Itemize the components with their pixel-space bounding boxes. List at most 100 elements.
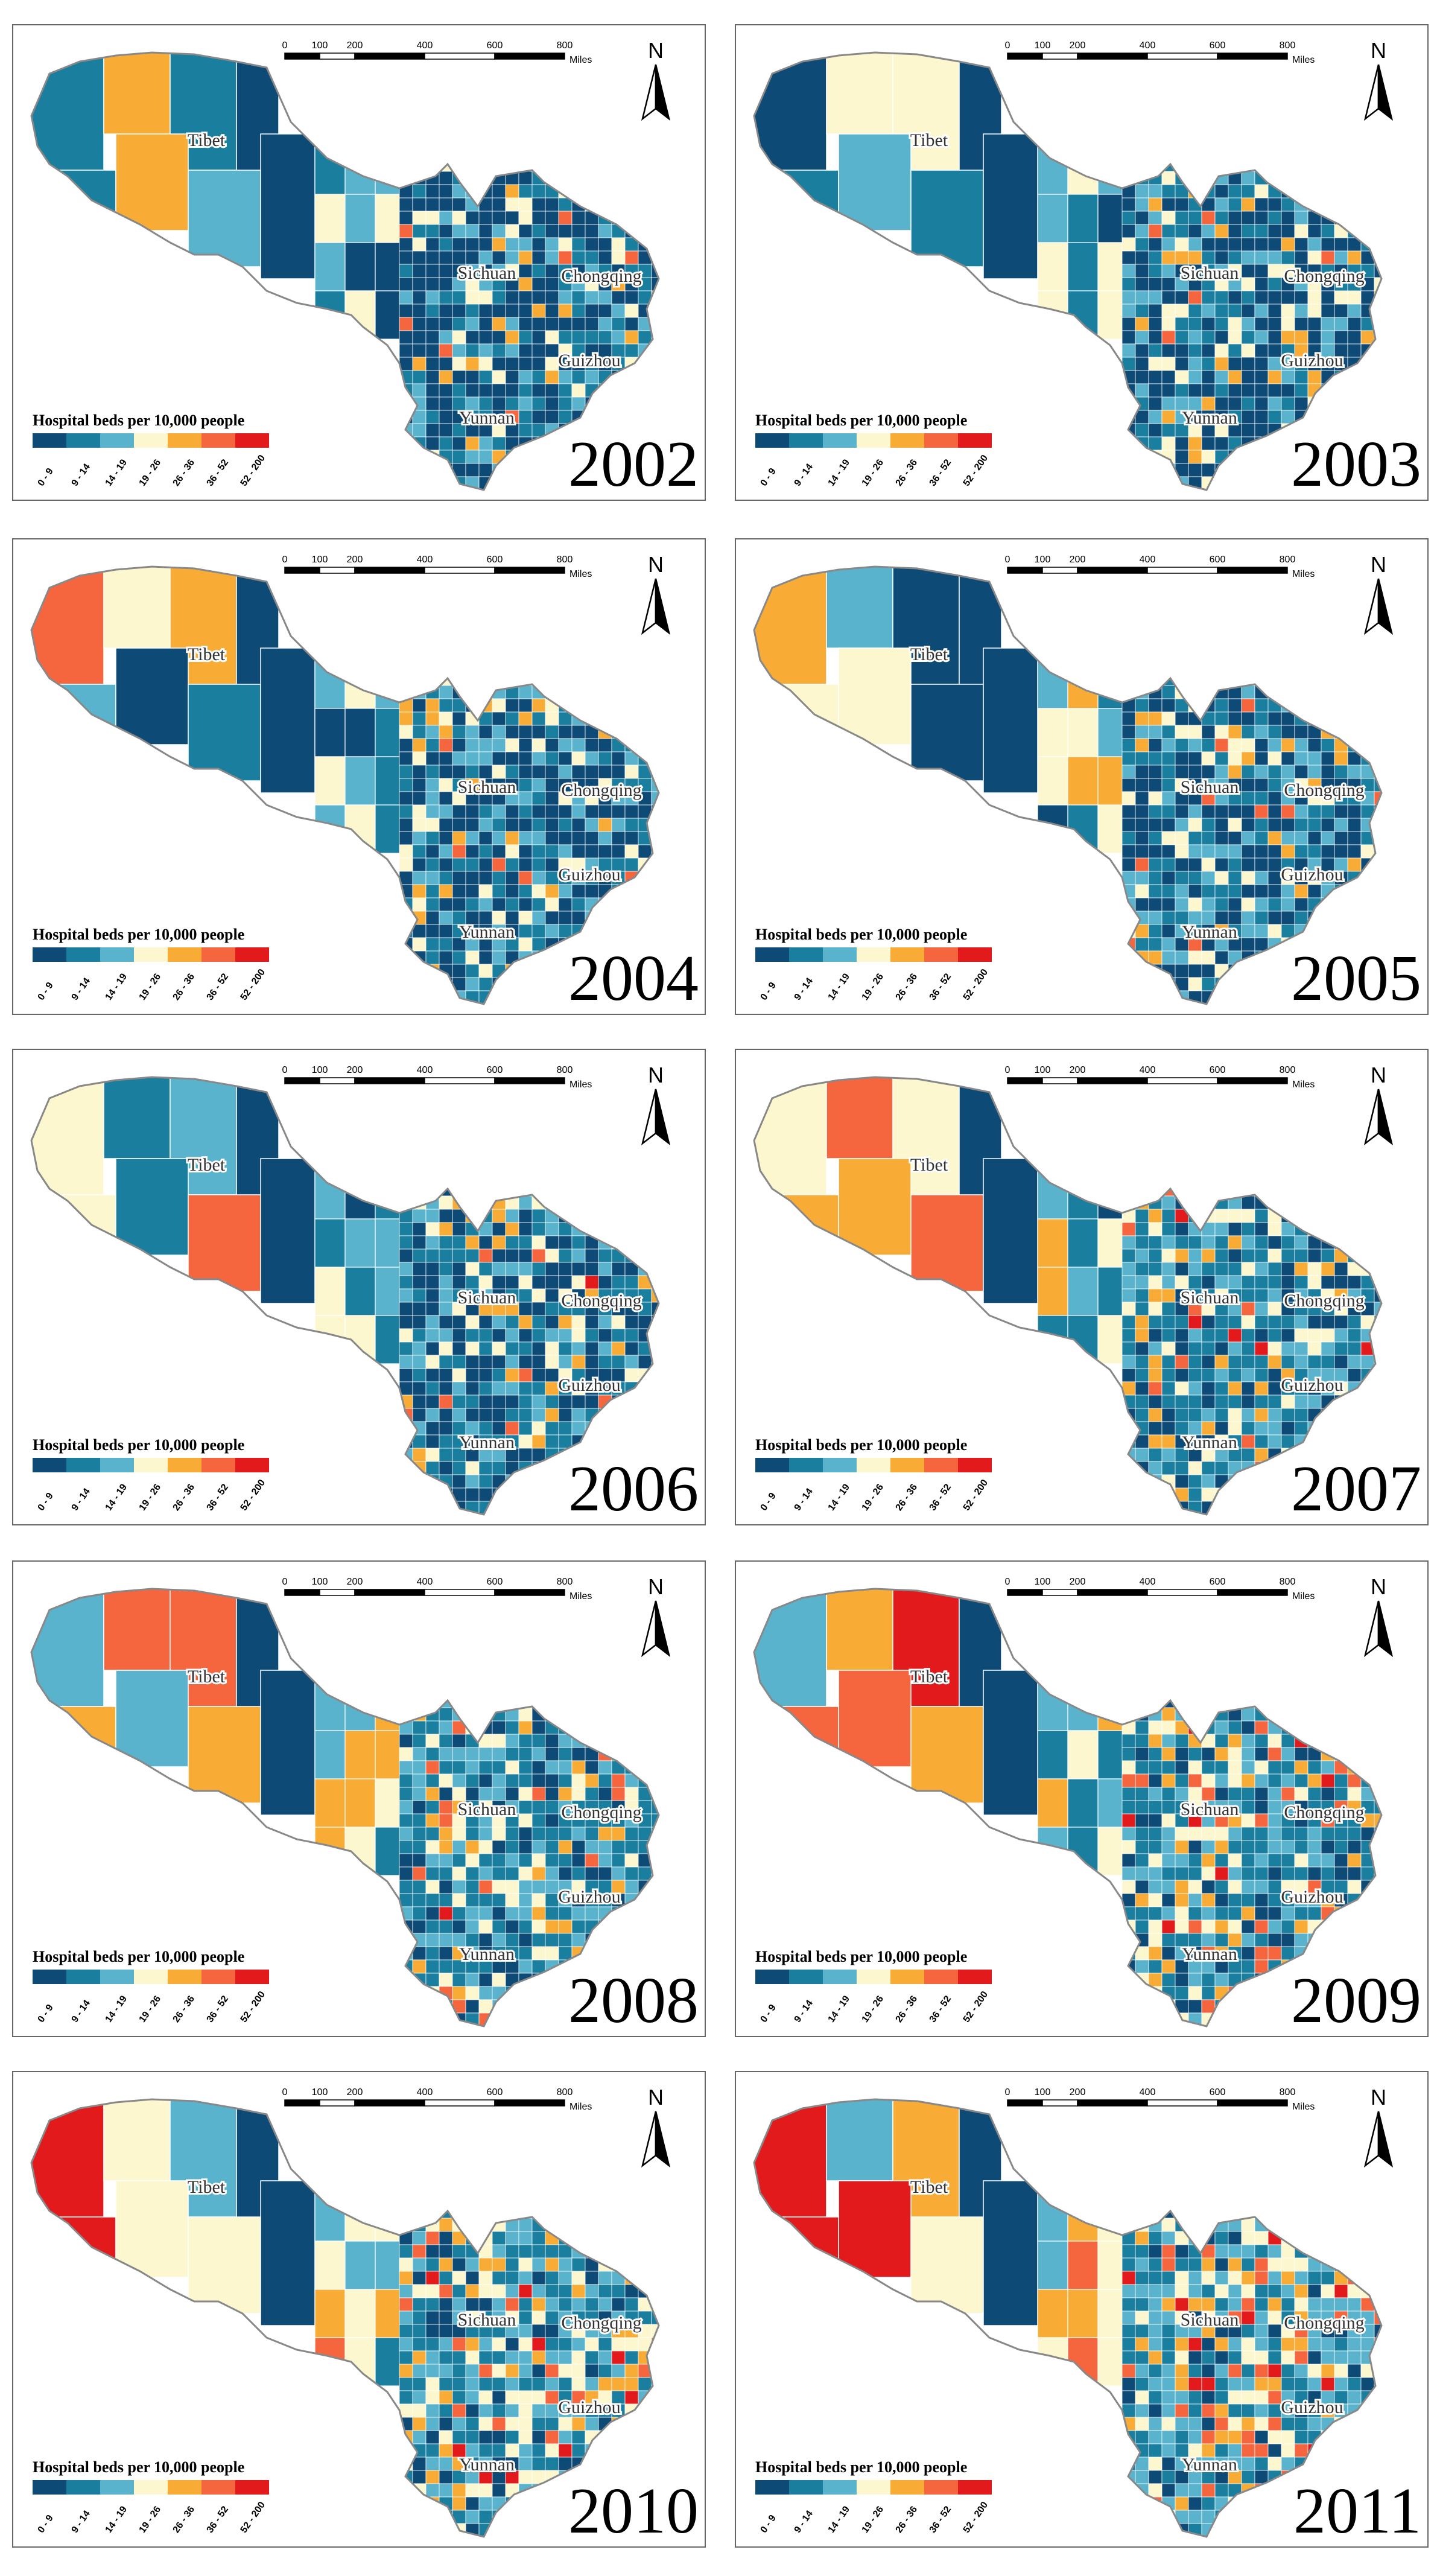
map-region xyxy=(452,1222,466,1236)
map-region xyxy=(1175,1827,1189,1841)
map-region xyxy=(1214,1866,1229,1881)
legend-swatches xyxy=(33,1458,269,1472)
map-region xyxy=(1135,1919,1149,1934)
map-region xyxy=(1347,1906,1362,1921)
map-region xyxy=(399,2457,413,2471)
map-region xyxy=(1347,1341,1362,1356)
map-region xyxy=(1334,672,1348,686)
map-region xyxy=(585,1195,599,1210)
map-region xyxy=(492,950,506,965)
map-region xyxy=(412,264,427,278)
map-region xyxy=(1321,818,1335,832)
map-region xyxy=(1228,871,1242,885)
map-region xyxy=(1334,685,1348,699)
map-region xyxy=(1121,197,1136,212)
map-region xyxy=(1241,184,1255,199)
map-region xyxy=(518,157,533,172)
map-region xyxy=(478,1408,493,1422)
map-region xyxy=(399,990,413,1004)
map-region xyxy=(611,1734,626,1748)
map-region xyxy=(505,884,519,898)
map-region xyxy=(465,1182,480,1197)
legend-swatch xyxy=(168,1970,201,1984)
map-region xyxy=(1135,489,1149,490)
map-region xyxy=(1037,1827,1068,1876)
map-region xyxy=(314,290,346,340)
map-region xyxy=(1241,831,1255,845)
map-region xyxy=(638,1707,652,1722)
map-region xyxy=(1188,237,1202,252)
map-region xyxy=(465,237,480,252)
map-region xyxy=(518,2470,533,2484)
map-region xyxy=(531,343,546,358)
map-region xyxy=(545,977,559,991)
map-region xyxy=(452,2403,466,2418)
legend-swatch xyxy=(890,1458,924,1472)
map-region xyxy=(1294,290,1309,305)
map-region xyxy=(545,1395,559,1409)
map-region xyxy=(571,1355,586,1369)
map-region xyxy=(399,317,413,331)
map-region xyxy=(1161,1302,1176,1316)
map-region xyxy=(1175,1461,1189,1475)
map-region xyxy=(425,1302,440,1316)
map-region xyxy=(1241,751,1255,766)
map-region xyxy=(1267,343,1282,358)
map-region xyxy=(1161,1275,1176,1290)
map-region xyxy=(571,396,586,411)
map-region xyxy=(505,290,519,305)
map-region xyxy=(439,1760,453,1775)
map-region xyxy=(598,672,612,686)
map-region xyxy=(1321,911,1335,925)
map-region xyxy=(1188,463,1202,477)
map-region xyxy=(314,2289,346,2338)
map-region xyxy=(1201,1235,1216,1250)
map-region xyxy=(1148,1275,1163,1290)
map-region xyxy=(1307,1248,1322,1263)
map-region xyxy=(518,911,533,925)
map-region xyxy=(1321,1328,1335,1343)
map-region xyxy=(531,738,546,752)
map-region xyxy=(1175,804,1189,819)
map-region xyxy=(1254,911,1269,925)
map-region xyxy=(1307,738,1322,752)
map-region xyxy=(1334,304,1348,318)
map-region xyxy=(585,884,599,898)
map-region xyxy=(1148,1773,1163,1788)
map-region xyxy=(1374,1262,1381,1276)
map-region xyxy=(1241,1707,1255,1722)
map-region xyxy=(1148,184,1163,199)
map-region xyxy=(1241,765,1255,779)
map-region xyxy=(983,1158,1038,1304)
map-region xyxy=(465,171,480,185)
map-region xyxy=(425,2284,440,2298)
map-region xyxy=(1241,1514,1255,1515)
map-region xyxy=(478,1840,493,1854)
map-region xyxy=(1241,489,1255,490)
map-region xyxy=(518,1747,533,1761)
map-region xyxy=(412,1355,427,1369)
map-region xyxy=(1201,1973,1216,1987)
map-region xyxy=(1241,1395,1255,1409)
map-region xyxy=(412,2364,427,2378)
map-region xyxy=(545,685,559,699)
map-region xyxy=(838,1670,912,1767)
map-region xyxy=(1294,1355,1309,1369)
map-region xyxy=(412,1747,427,1761)
legend-title: Hospital beds per 10,000 people xyxy=(755,1948,968,1965)
map-region xyxy=(478,1474,493,1489)
map-region xyxy=(439,330,453,345)
map-region xyxy=(505,1919,519,1934)
map-region xyxy=(571,1773,586,1788)
map-region xyxy=(1214,1209,1229,1223)
map-region xyxy=(1241,370,1255,384)
map-region xyxy=(505,2390,519,2405)
north-arrow-icon: N xyxy=(641,1063,671,1146)
map-region xyxy=(598,1328,612,1343)
map-region xyxy=(1281,317,1295,331)
map-region xyxy=(412,2297,427,2312)
map-region xyxy=(651,1222,659,1236)
map-region xyxy=(1175,1514,1189,1515)
